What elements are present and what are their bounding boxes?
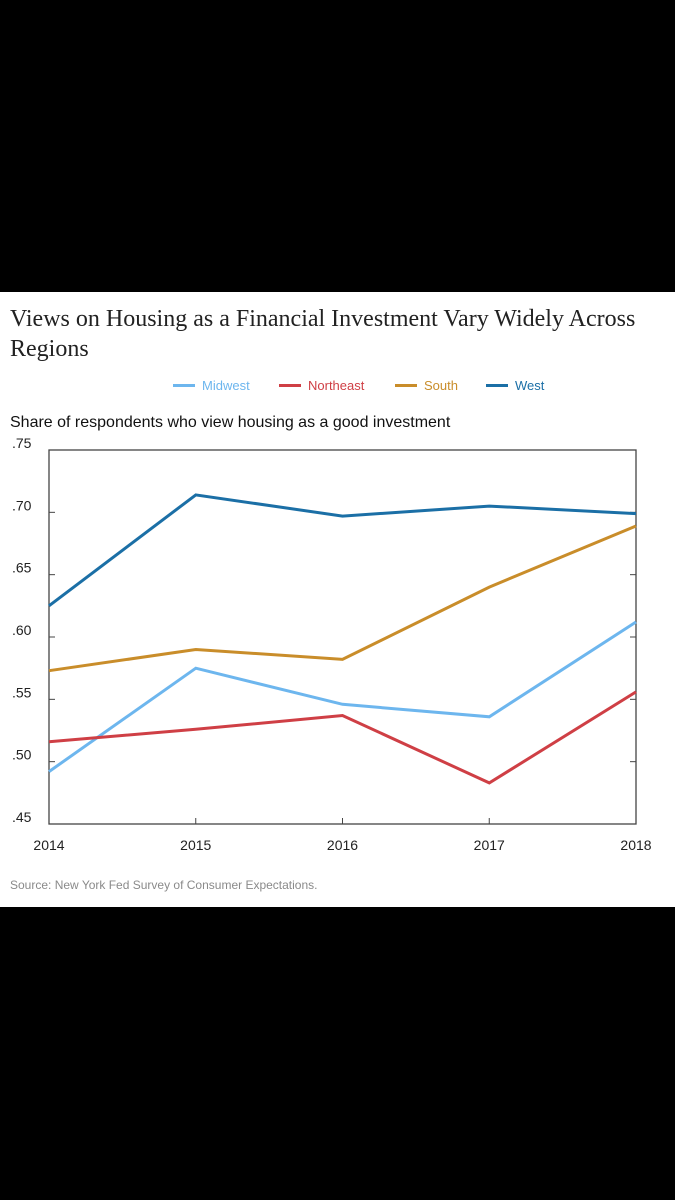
source-note: Source: New York Fed Survey of Consumer … xyxy=(10,878,318,892)
legend-item-midwest: Midwest xyxy=(173,375,250,395)
series-line-south xyxy=(48,524,637,673)
y-tick-label: .50 xyxy=(12,747,32,763)
legend-item-west: West xyxy=(486,375,544,395)
series-line-northeast xyxy=(48,690,637,785)
legend-swatch-west xyxy=(486,383,508,387)
legend-swatch-midwest xyxy=(173,383,195,387)
legend-label-northeast: Northeast xyxy=(308,377,365,393)
chart-subtitle: Share of respondents who view housing as… xyxy=(10,414,451,431)
x-tick-label: 2016 xyxy=(327,837,358,853)
plot-frame xyxy=(48,449,637,825)
x-tick-label: 2015 xyxy=(180,837,211,853)
x-tick-label: 2017 xyxy=(474,837,505,853)
legend-swatch-south xyxy=(395,383,417,387)
y-tick-label: .75 xyxy=(12,435,32,451)
y-tick-label: .65 xyxy=(12,560,32,576)
chart-title: Views on Housing as a Financial Investme… xyxy=(10,306,636,362)
legend-item-northeast: Northeast xyxy=(279,375,364,395)
chart-legend: Midwest Northeast South West xyxy=(0,375,675,395)
series-line-midwest xyxy=(48,620,637,773)
legend-swatch-northeast xyxy=(279,383,301,387)
legend-label-midwest: Midwest xyxy=(202,377,250,393)
legend-label-south: South xyxy=(424,377,458,393)
y-tick-label: .55 xyxy=(12,684,32,700)
y-tick-label: .60 xyxy=(12,622,32,638)
y-tick-label: .45 xyxy=(12,809,32,825)
legend-label-west: West xyxy=(515,377,545,393)
x-tick-label: 2014 xyxy=(33,837,64,853)
chart-panel: Views on Housing as a Financial Investme… xyxy=(0,292,675,907)
series-line-west xyxy=(48,493,637,607)
legend-item-south: South xyxy=(395,375,458,395)
x-tick-label: 2018 xyxy=(620,837,651,853)
y-tick-label: .70 xyxy=(12,497,32,513)
